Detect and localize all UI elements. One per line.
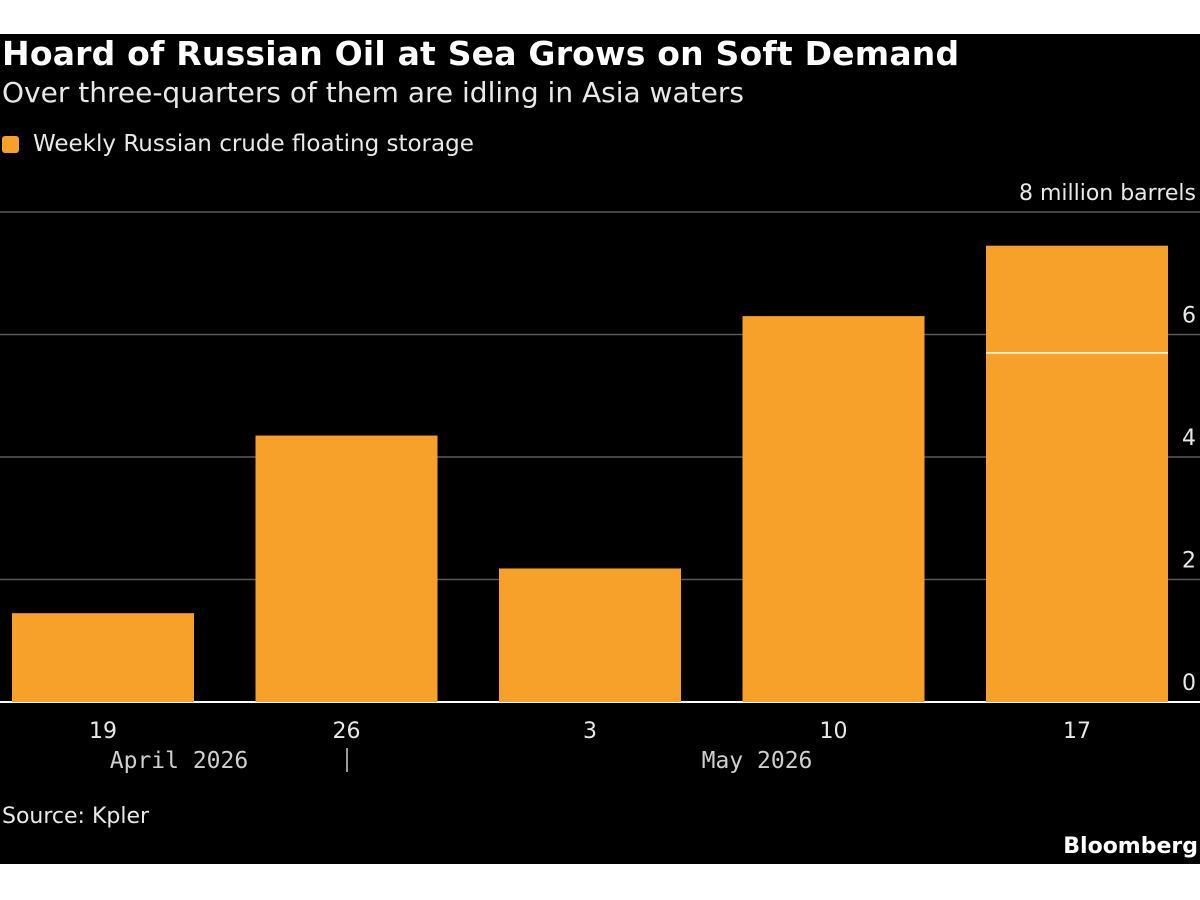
bar-10: [742, 316, 925, 702]
bar-19: [12, 613, 194, 702]
month-label-may: May 2026: [702, 748, 813, 774]
x-tick-label: 19: [89, 719, 117, 744]
axis-labels: 0 2 4 6 8 million barrels 19 26 3 10 17 April 2026…: [89, 181, 1196, 774]
chart-title: Hoard of Russian Oil at Sea Grows on Sof…: [2, 34, 960, 73]
bloomberg-logo: Bloomberg: [1063, 834, 1198, 859]
bars: [12, 245, 1168, 702]
x-tick-label: 10: [820, 719, 848, 744]
month-label-april: April 2026: [110, 748, 248, 774]
legend-label: Weekly Russian crude floating storage: [33, 131, 474, 157]
legend: Weekly Russian crude floating storage: [2, 131, 474, 157]
x-tick-label: 3: [583, 719, 597, 744]
y-tick-label: 2: [1182, 549, 1196, 574]
legend-swatch: [2, 135, 19, 153]
y-unit-label: 8 million barrels: [1019, 181, 1196, 206]
plot-area: 0 2 4 6 8 million barrels 19 26 3 10 17 April 2026…: [0, 181, 1200, 774]
y-tick-label: 0: [1182, 671, 1196, 696]
y-tick-label: 6: [1182, 304, 1196, 329]
x-tick-label: 17: [1063, 719, 1091, 744]
bar-3: [499, 568, 681, 702]
y-tick-label: 4: [1182, 426, 1196, 451]
bar-17: [986, 245, 1168, 702]
chart-subtitle: Over three-quarters of them are idling i…: [2, 76, 744, 109]
x-tick-label: 26: [333, 719, 361, 744]
source-note: Source: Kpler: [2, 804, 150, 829]
bar-26: [255, 435, 438, 702]
chart-panel: Hoard of Russian Oil at Sea Grows on Sof…: [0, 34, 1200, 864]
